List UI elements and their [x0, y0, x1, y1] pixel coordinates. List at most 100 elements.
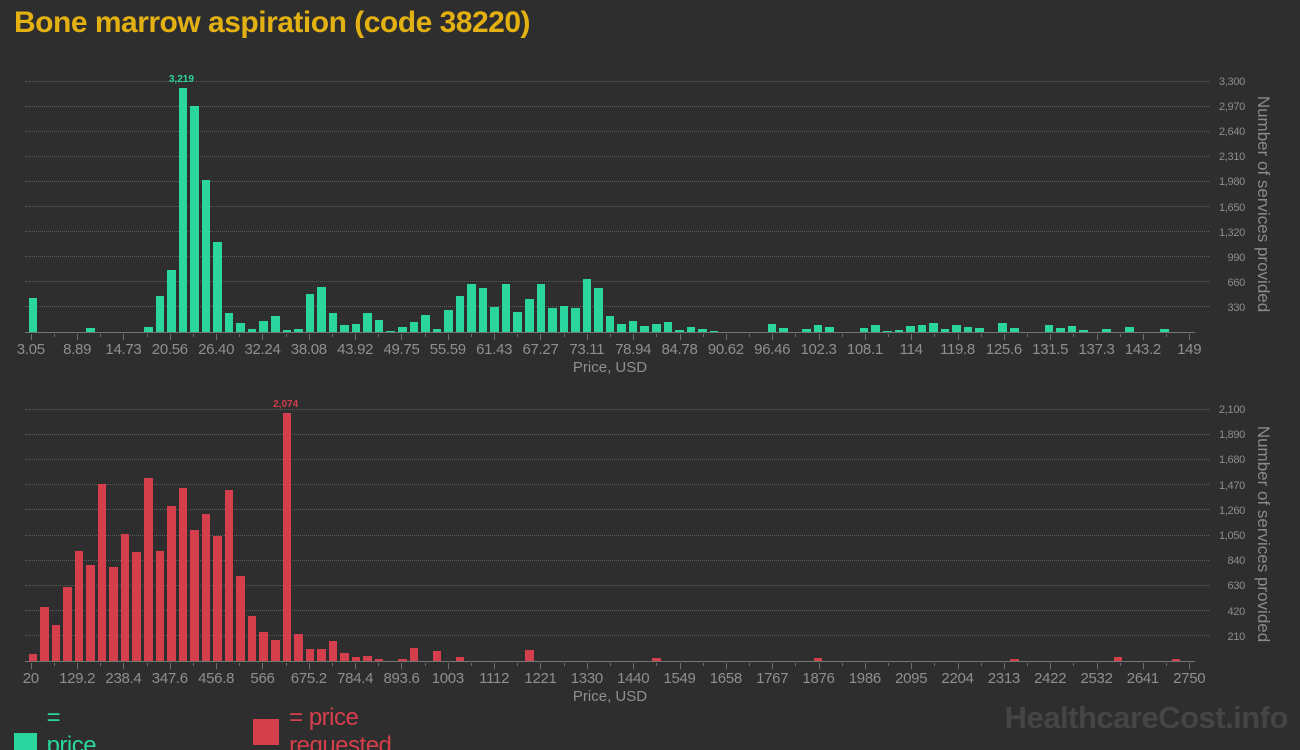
site-watermark: HealthcareCost.info [1004, 700, 1289, 735]
axis-tick [586, 663, 588, 669]
histogram-bar [190, 106, 199, 332]
histogram-bar [201, 514, 211, 661]
gridline [25, 80, 1209, 82]
axis-tick [888, 663, 890, 666]
x-tick-label: 149 [1177, 341, 1202, 358]
x-tick-label: 2095 [895, 670, 928, 687]
histogram-bar [109, 567, 118, 661]
histogram-bar [28, 653, 38, 661]
x-tick-label: 84.78 [661, 341, 698, 358]
histogram-bar [628, 320, 638, 332]
histogram-bar [328, 640, 338, 661]
x-tick-label: 14.73 [105, 341, 142, 358]
axis-tick [540, 663, 542, 669]
x-tick-label: 1221 [524, 670, 557, 687]
histogram-bar [455, 295, 465, 332]
axis-tick [494, 334, 496, 340]
histogram-bar [409, 322, 419, 332]
histogram-bar [340, 652, 349, 661]
x-tick-label: 1440 [617, 670, 650, 687]
histogram-bar [605, 315, 615, 332]
histogram-bar [813, 324, 823, 332]
x-tick-label: 784.4 [337, 670, 374, 687]
axis-tick [563, 334, 565, 337]
histogram-bar [398, 658, 407, 661]
histogram-bar [305, 649, 315, 661]
gridline [25, 609, 1209, 611]
x-tick-label: 90.62 [707, 341, 744, 358]
x-tick-label: 238.4 [105, 670, 142, 687]
axis-tick [679, 663, 681, 669]
y-axis-labels: 210 420 630 840 1,050 1,260 1,470 1,680 1,890 2,1… [1207, 404, 1246, 662]
histogram-bar [86, 565, 95, 661]
x-tick-label: 131.5 [1032, 341, 1069, 358]
histogram-bar [640, 325, 650, 332]
axis-tick [633, 663, 635, 669]
histogram-bar [975, 327, 984, 332]
axis-tick [1166, 663, 1168, 666]
x-tick-label: 2641 [1126, 670, 1159, 687]
y-axis-labels: 330 660 990 1,320 1,650 1,980 2,310 2,640 2,970 3… [1207, 75, 1245, 333]
axis-tick [656, 334, 658, 337]
histogram-bar [779, 328, 788, 332]
gridlines [25, 75, 1209, 332]
axis-tick [841, 334, 843, 337]
axis-tick [980, 334, 982, 337]
histogram-bar [97, 484, 107, 661]
axis-tick [1189, 334, 1191, 340]
axis-tick [586, 334, 588, 340]
histogram-bar [28, 297, 38, 332]
axis-tick [308, 663, 310, 669]
histogram-bar [294, 328, 303, 332]
axis-tick [610, 663, 611, 666]
histogram-bar [940, 328, 950, 332]
gridline [25, 231, 1209, 232]
histogram-bar [201, 180, 211, 332]
axis-tick [1096, 334, 1098, 340]
x-tick-label: 78.94 [615, 341, 652, 358]
x-tick-label: 675.2 [290, 670, 327, 687]
histogram-bar [294, 633, 303, 661]
histogram-bar [490, 306, 499, 332]
legend-item-price-requested: = price requested [253, 704, 405, 750]
y-tick-label: 1,680 [1218, 454, 1245, 467]
axis-tick [980, 663, 982, 666]
gridline [25, 130, 1209, 132]
gridline [25, 559, 1209, 561]
histogram-bar [455, 656, 465, 661]
axis-tick [30, 663, 32, 669]
axis-tick [424, 334, 426, 337]
axis-tick [355, 663, 357, 669]
histogram-bar [859, 327, 869, 332]
plot-area: 2,074 [25, 399, 1209, 662]
histogram-bar [190, 530, 199, 661]
axis-tick [262, 334, 264, 340]
histogram-bar [270, 640, 280, 661]
histogram-bar [374, 658, 384, 661]
histogram-bar [709, 330, 719, 332]
y-tick-label: 1,890 [1218, 429, 1245, 442]
histogram-bar [767, 324, 777, 332]
axis-tick [1142, 334, 1144, 340]
page-title: Bone marrow aspiration (code 38220) [14, 6, 531, 39]
axis-tick [285, 663, 287, 666]
axis-tick [285, 334, 287, 337]
axis-tick [169, 334, 171, 340]
x-axis-title: Price, USD [572, 688, 648, 705]
axis-tick [540, 334, 542, 340]
histogram-bar [421, 314, 430, 332]
histogram-bar [398, 327, 407, 332]
histogram-bar [559, 305, 569, 332]
y-tick-label: 840 [1227, 555, 1246, 568]
histogram-bar [478, 287, 488, 332]
x-tick-label: 61.43 [476, 341, 513, 358]
axis-tick [1189, 663, 1191, 669]
histogram-bar [386, 330, 395, 332]
axis-tick [749, 334, 750, 337]
histogram-bar [270, 316, 280, 332]
x-tick-label: 129.2 [59, 670, 96, 687]
axis-tick [1003, 334, 1005, 340]
y-tick-label: 1,260 [1218, 504, 1245, 517]
gridline [25, 409, 1209, 411]
